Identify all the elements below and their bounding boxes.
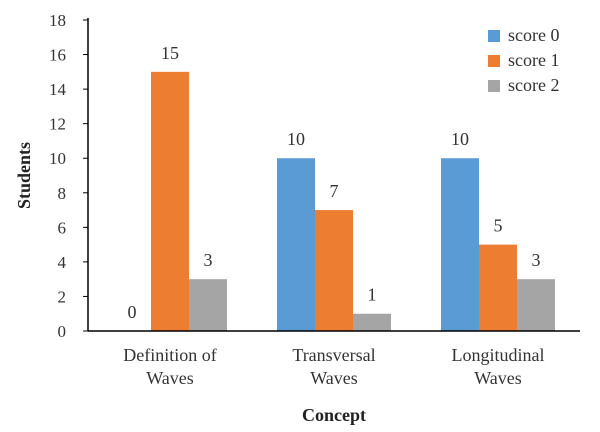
bar <box>151 71 189 331</box>
bar <box>353 313 391 331</box>
x-category-label: Definition of Waves <box>123 345 216 388</box>
data-label: 3 <box>204 250 213 270</box>
data-label: 5 <box>494 216 503 236</box>
y-tick-label: 10 <box>49 149 66 168</box>
x-axis-title: Concept <box>302 405 366 425</box>
data-label: 1 <box>368 285 377 305</box>
y-tick-label: 12 <box>49 115 66 134</box>
bar <box>277 158 315 331</box>
bar <box>441 158 479 331</box>
y-tick-label: 18 <box>49 11 66 30</box>
x-category-label: Transversal Waves <box>292 345 375 388</box>
x-category-label: Longitudinal Waves <box>452 345 545 388</box>
x-axis-categories: Definition of Waves Transversal Waves Longit… <box>123 345 544 388</box>
y-axis-title: Students <box>14 142 34 209</box>
y-tick-label: 4 <box>58 253 67 272</box>
legend-label: score 1 <box>508 50 559 70</box>
legend-swatch <box>488 30 500 42</box>
data-label: 10 <box>287 129 305 149</box>
legend-label: score 2 <box>508 75 559 95</box>
y-tick-label: 8 <box>58 184 67 203</box>
data-label: 3 <box>532 250 541 270</box>
data-label: 7 <box>330 181 339 201</box>
bars <box>151 71 555 331</box>
data-labels: 0 15 3 10 7 1 10 5 3 <box>128 43 541 322</box>
y-tick-label: 16 <box>49 46 66 65</box>
y-tick-label: 0 <box>58 322 67 341</box>
bar <box>479 244 517 331</box>
bar <box>189 279 227 331</box>
y-tick-label: 6 <box>58 218 67 237</box>
data-label: 10 <box>451 129 469 149</box>
y-axis-ticks: 0 2 4 6 8 10 12 14 16 18 <box>49 11 88 341</box>
legend: score 0 score 1 score 2 <box>488 25 559 95</box>
data-label: 0 <box>128 302 137 322</box>
legend-swatch <box>488 55 500 67</box>
legend-swatch <box>488 80 500 92</box>
y-tick-label: 14 <box>49 80 67 99</box>
legend-label: score 0 <box>508 25 559 45</box>
bar <box>517 279 555 331</box>
bar <box>315 210 353 331</box>
data-label: 15 <box>161 43 179 63</box>
y-tick-label: 2 <box>58 287 67 306</box>
